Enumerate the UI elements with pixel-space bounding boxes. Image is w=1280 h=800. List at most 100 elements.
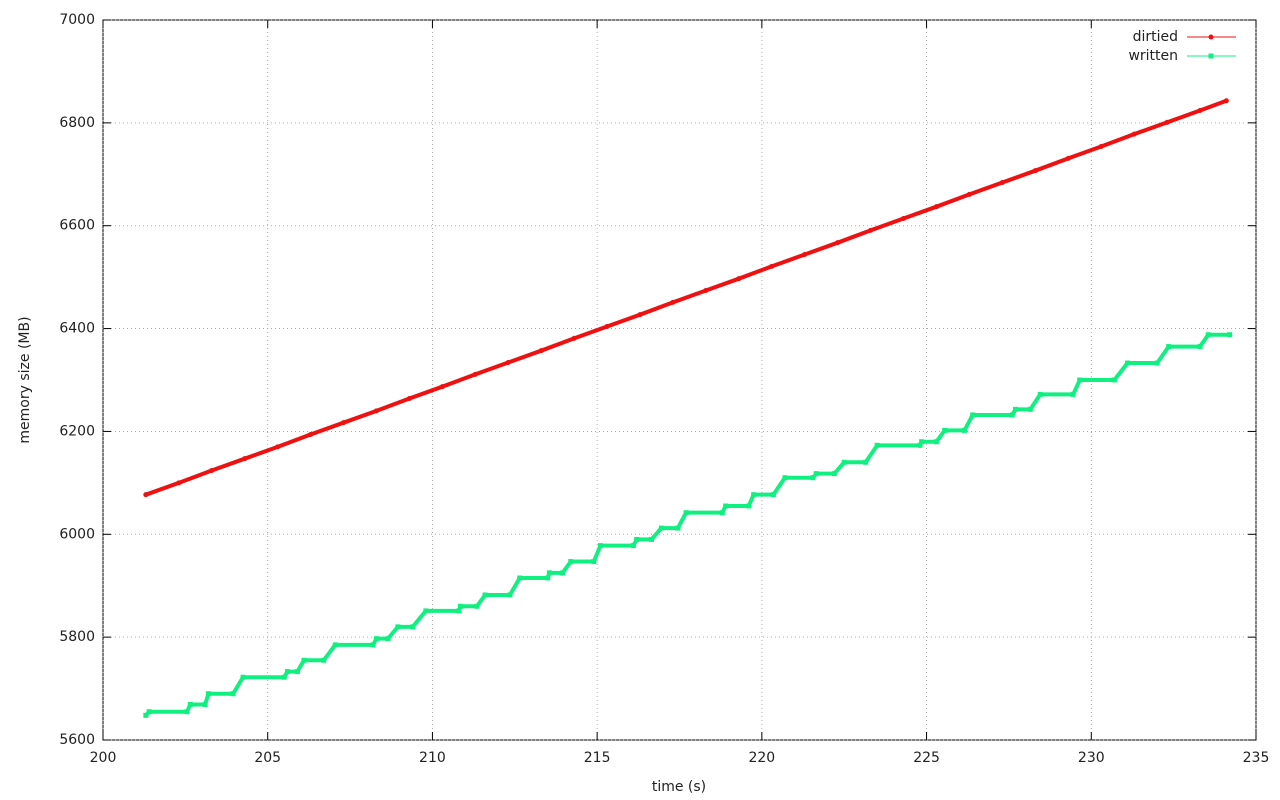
data-point	[240, 674, 246, 680]
data-point	[813, 471, 819, 477]
x-tick-label: 235	[1243, 750, 1270, 766]
data-point	[917, 442, 923, 448]
x-tick-label: 200	[90, 750, 117, 766]
legend-label: dirtied	[1133, 29, 1178, 45]
x-axis-label: time (s)	[652, 779, 706, 795]
data-point	[966, 191, 972, 197]
series-line	[144, 332, 1230, 717]
data-point	[242, 456, 248, 462]
data-point	[770, 492, 776, 498]
data-point	[604, 324, 610, 330]
data-point	[571, 335, 577, 341]
data-point	[423, 608, 429, 614]
data-point	[961, 427, 967, 433]
data-point	[1223, 98, 1229, 104]
x-tick-label: 215	[584, 750, 611, 766]
y-tick-label: 6200	[59, 423, 95, 439]
y-tick-label: 6800	[59, 115, 95, 131]
data-point	[560, 570, 566, 576]
data-point	[1077, 377, 1083, 383]
y-tick-label: 5600	[59, 732, 95, 748]
data-point	[597, 543, 603, 549]
data-point	[457, 603, 463, 609]
data-point	[332, 642, 338, 648]
data-point	[385, 636, 391, 642]
y-tick-label: 7000	[59, 12, 95, 28]
data-point	[1197, 344, 1203, 350]
data-point	[591, 559, 597, 565]
data-point	[538, 348, 544, 354]
y-tick-label: 6000	[59, 526, 95, 542]
data-point	[146, 709, 152, 715]
data-point	[942, 427, 948, 433]
data-point	[723, 503, 729, 509]
x-tick-label: 230	[1078, 750, 1105, 766]
data-point	[1065, 155, 1071, 161]
data-point	[373, 636, 379, 642]
data-point	[683, 510, 689, 516]
data-point	[634, 536, 640, 542]
data-point	[294, 669, 300, 675]
data-point	[1037, 391, 1043, 397]
data-point	[1131, 131, 1137, 137]
data-point	[1013, 406, 1019, 412]
x-tick-label: 205	[254, 750, 281, 766]
data-point	[970, 412, 976, 418]
data-point	[1032, 168, 1038, 174]
data-point	[370, 642, 376, 648]
data-point	[1227, 332, 1233, 338]
data-point	[187, 702, 193, 708]
data-point	[205, 691, 211, 697]
data-point	[308, 432, 314, 438]
data-point	[1154, 360, 1160, 366]
data-point	[630, 543, 636, 549]
data-point	[751, 492, 757, 498]
data-point	[482, 592, 488, 598]
data-point	[439, 384, 445, 390]
data-point	[202, 702, 208, 708]
data-point	[901, 216, 907, 222]
y-tick-label: 5800	[59, 629, 95, 645]
legend-marker	[1208, 34, 1214, 40]
data-point	[703, 288, 709, 294]
data-point	[1070, 391, 1076, 397]
data-point	[568, 559, 574, 565]
data-point	[507, 592, 513, 598]
data-point	[456, 608, 462, 614]
x-tick-label: 210	[419, 750, 446, 766]
data-point	[545, 575, 551, 581]
data-point	[373, 408, 379, 414]
data-point	[999, 180, 1005, 186]
data-point	[321, 657, 327, 663]
data-point	[230, 691, 236, 697]
data-point	[670, 299, 676, 305]
x-tick-label: 225	[913, 750, 940, 766]
data-point	[933, 439, 939, 445]
data-point	[395, 624, 401, 630]
data-point	[810, 475, 816, 481]
data-point	[863, 459, 869, 465]
data-point	[546, 570, 552, 576]
data-point	[1111, 377, 1117, 383]
y-axis-label: memory size (MB)	[17, 316, 33, 443]
data-point	[1098, 144, 1104, 150]
data-point	[143, 492, 149, 498]
data-point	[841, 459, 847, 465]
data-point	[143, 712, 149, 718]
data-point	[675, 525, 681, 531]
data-point	[769, 263, 775, 269]
data-point	[284, 669, 290, 675]
data-point	[874, 442, 880, 448]
data-point	[410, 624, 416, 630]
data-point	[648, 536, 654, 542]
data-point	[1009, 412, 1015, 418]
legend-label: written	[1128, 48, 1178, 64]
data-point	[281, 674, 287, 680]
data-point	[746, 503, 752, 509]
data-point	[184, 709, 190, 715]
data-point	[176, 480, 182, 486]
data-point	[868, 227, 874, 233]
data-point	[1205, 332, 1211, 338]
series-line	[145, 98, 1228, 497]
